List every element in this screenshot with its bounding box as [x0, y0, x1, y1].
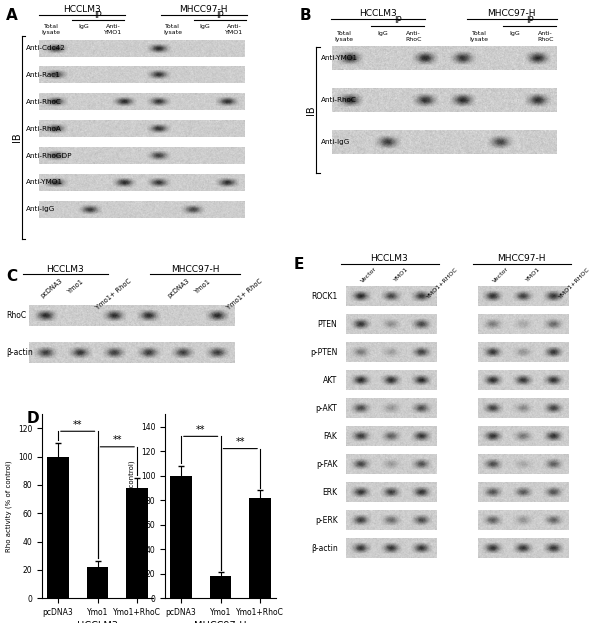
- Text: IP: IP: [526, 16, 534, 25]
- Text: **: **: [196, 425, 205, 435]
- Text: IP: IP: [394, 16, 401, 25]
- Bar: [86, 567, 109, 598]
- Text: p-FAK: p-FAK: [316, 460, 337, 469]
- X-axis label: MHCC97-H: MHCC97-H: [194, 621, 247, 623]
- Text: Total
lysate: Total lysate: [163, 24, 182, 34]
- Text: Anti-
YMO1: Anti- YMO1: [104, 24, 122, 34]
- Text: IgG: IgG: [377, 31, 388, 37]
- Text: **: **: [236, 437, 245, 447]
- Text: Anti-YMO1: Anti-YMO1: [26, 179, 64, 186]
- X-axis label: HCCLM3: HCCLM3: [77, 621, 118, 623]
- Text: ERK: ERK: [322, 488, 337, 497]
- Text: β-actin: β-actin: [6, 348, 33, 358]
- Text: IB: IB: [306, 105, 316, 115]
- Y-axis label: Rho activity (% of control): Rho activity (% of control): [6, 460, 12, 552]
- Text: E: E: [294, 257, 304, 272]
- Text: Anti-
RhoC: Anti- RhoC: [537, 31, 554, 42]
- Text: Anti-RhoGDP: Anti-RhoGDP: [26, 153, 73, 159]
- Text: ROCK1: ROCK1: [311, 292, 337, 301]
- Text: pcDNA3: pcDNA3: [40, 278, 64, 299]
- Text: pcDNA3: pcDNA3: [167, 278, 191, 299]
- Text: Vector: Vector: [360, 267, 378, 284]
- Text: Total
lysate: Total lysate: [470, 31, 489, 42]
- Text: Vector: Vector: [492, 267, 510, 284]
- Text: p-ERK: p-ERK: [315, 516, 337, 525]
- Text: Anti-Cdc42: Anti-Cdc42: [26, 45, 66, 51]
- Text: MHCC97-H: MHCC97-H: [487, 9, 536, 18]
- Bar: [126, 488, 148, 598]
- Text: YMO1: YMO1: [393, 267, 409, 283]
- Text: IgG: IgG: [78, 24, 89, 29]
- Text: A: A: [6, 7, 18, 22]
- Bar: [209, 576, 232, 598]
- Text: Anti-Rac1: Anti-Rac1: [26, 72, 61, 78]
- Text: RhoC: RhoC: [6, 312, 26, 320]
- Text: Anti-RhoA: Anti-RhoA: [26, 126, 62, 132]
- Text: B: B: [300, 7, 311, 22]
- Text: β-actin: β-actin: [311, 544, 337, 553]
- Text: IgG: IgG: [509, 31, 520, 37]
- Bar: [47, 457, 69, 598]
- Text: p-AKT: p-AKT: [316, 404, 337, 413]
- Text: Anti-
YMO1: Anti- YMO1: [226, 24, 244, 34]
- Text: IB: IB: [12, 133, 22, 142]
- Text: HCCLM3: HCCLM3: [63, 6, 101, 14]
- Bar: [249, 498, 271, 598]
- Text: Anti-IgG: Anti-IgG: [321, 139, 350, 145]
- Text: Ymo1: Ymo1: [67, 278, 85, 295]
- Text: Total
lysate: Total lysate: [41, 24, 61, 34]
- Text: **: **: [113, 435, 122, 445]
- Y-axis label: Rho activity (% of control): Rho activity (% of control): [129, 460, 135, 552]
- Text: YMO1+RHOC: YMO1+RHOC: [426, 267, 459, 300]
- Text: FAK: FAK: [323, 432, 337, 441]
- Text: HCCLM3: HCCLM3: [371, 254, 408, 263]
- Text: HCCLM3: HCCLM3: [359, 9, 397, 18]
- Text: AKT: AKT: [323, 376, 337, 385]
- Text: Total
lysate: Total lysate: [335, 31, 353, 42]
- Text: HCCLM3: HCCLM3: [46, 265, 84, 273]
- Text: YMO1: YMO1: [525, 267, 541, 283]
- Text: Anti-
RhoC: Anti- RhoC: [405, 31, 421, 42]
- Bar: [170, 475, 192, 598]
- Text: IP: IP: [94, 11, 102, 19]
- Text: C: C: [6, 269, 17, 284]
- Text: Ymo1: Ymo1: [194, 278, 212, 295]
- Text: IP: IP: [216, 11, 224, 19]
- Text: Ymo1+ RhoC: Ymo1+ RhoC: [226, 278, 263, 311]
- Text: Ymo1+ RhoC: Ymo1+ RhoC: [95, 278, 133, 311]
- Text: MHCC97-H: MHCC97-H: [179, 6, 227, 14]
- Text: **: **: [73, 420, 82, 430]
- Text: Anti-YMO1: Anti-YMO1: [321, 55, 358, 61]
- Text: D: D: [26, 411, 39, 426]
- Text: Anti-RhoC: Anti-RhoC: [321, 97, 357, 103]
- Text: IgG: IgG: [199, 24, 210, 29]
- Text: PTEN: PTEN: [318, 320, 337, 329]
- Text: Anti-RhoC: Anti-RhoC: [26, 99, 62, 105]
- Text: p-PTEN: p-PTEN: [310, 348, 337, 357]
- Text: YMO1+RHOC: YMO1+RHOC: [558, 267, 591, 300]
- Text: Anti-IgG: Anti-IgG: [26, 206, 56, 212]
- Text: MHCC97-H: MHCC97-H: [170, 265, 219, 273]
- Text: MHCC97-H: MHCC97-H: [497, 254, 545, 263]
